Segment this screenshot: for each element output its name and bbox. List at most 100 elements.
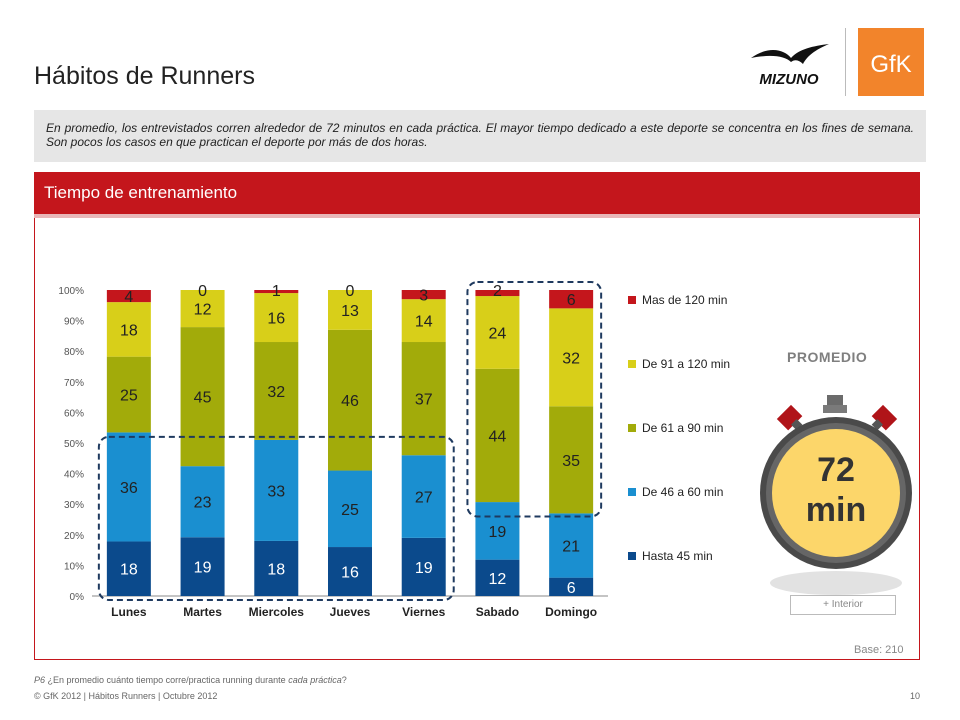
data-label: 3 — [419, 288, 428, 305]
x-tick-label: Lunes — [111, 605, 147, 619]
y-tick-label: 30% — [64, 500, 84, 511]
bar-segment — [549, 406, 594, 514]
legend-swatch — [628, 488, 636, 496]
legend-label: De 91 a 120 min — [642, 357, 730, 371]
data-label: 0 — [198, 283, 207, 300]
data-label: 35 — [562, 453, 580, 470]
bar-segment — [180, 466, 225, 538]
data-label: 18 — [120, 562, 138, 579]
y-tick-label: 40% — [64, 470, 84, 481]
data-label: 46 — [341, 393, 359, 410]
y-tick-label: 80% — [64, 347, 84, 358]
x-tick-label: Domingo — [545, 605, 597, 619]
bar-segment — [180, 290, 225, 328]
y-tick-label: 100% — [58, 286, 84, 297]
y-tick-label: 60% — [64, 408, 84, 419]
y-tick-label: 50% — [64, 439, 84, 450]
bar-segment — [328, 470, 372, 548]
y-tick-label: 20% — [64, 531, 84, 542]
data-label: 16 — [341, 565, 359, 582]
data-label: 19 — [489, 524, 507, 541]
bar-segment — [475, 290, 520, 297]
data-label: 32 — [562, 350, 580, 367]
data-label: 19 — [194, 560, 212, 577]
legend-swatch — [628, 424, 636, 432]
data-label: 18 — [267, 561, 285, 578]
data-label: 21 — [562, 539, 580, 556]
bar-segment — [475, 296, 520, 369]
data-label: 25 — [120, 388, 138, 405]
bar-segment — [106, 432, 151, 542]
data-label: 6 — [567, 580, 576, 597]
stopwatch-icon — [760, 395, 912, 595]
legend-label: De 46 a 60 min — [642, 485, 723, 499]
data-label: 33 — [267, 483, 285, 500]
bar-segment — [475, 368, 520, 503]
data-label: 27 — [415, 490, 433, 507]
bar-segment — [180, 537, 225, 596]
promedio-label: PROMEDIO — [787, 349, 868, 365]
banner-shadow — [34, 214, 920, 218]
x-tick-label: Viernes — [402, 605, 445, 619]
promedio-unit: min — [805, 491, 867, 529]
question-emphasis: cada práctica — [288, 675, 342, 685]
legend-swatch — [628, 296, 636, 304]
bar-segment — [549, 308, 594, 407]
data-label: 4 — [124, 289, 133, 306]
data-label: 45 — [194, 390, 212, 407]
highlight-box — [97, 435, 455, 601]
bar-segment — [254, 293, 299, 343]
x-tick-label: Jueves — [330, 605, 371, 619]
bar-segment — [106, 356, 151, 433]
mizuno-wordmark: MIZUNO — [759, 71, 818, 88]
intro-text: En promedio, los entrevistados corren al… — [34, 110, 926, 162]
bar-segment — [254, 439, 299, 541]
logo-divider — [845, 28, 846, 96]
question-code: P6 — [34, 675, 46, 685]
bar-segment — [475, 559, 520, 596]
y-tick-label: 10% — [64, 561, 84, 572]
bar-segment — [328, 329, 372, 471]
data-label: 12 — [489, 571, 507, 588]
mizuno-logo: MIZUNO — [751, 44, 829, 88]
interior-button[interactable]: + Interior — [790, 595, 896, 615]
data-label: 24 — [489, 325, 507, 342]
x-tick-label: Sabado — [476, 605, 519, 619]
legend-swatch — [628, 360, 636, 368]
bar-segment — [106, 290, 151, 303]
question-text: ¿En promedio cuánto tiempo corre/practic… — [47, 675, 286, 685]
bar-segment — [254, 290, 299, 294]
y-tick-label: 0% — [70, 592, 85, 603]
data-label: 44 — [489, 428, 507, 445]
data-label: 13 — [341, 303, 359, 320]
data-label: 23 — [194, 495, 212, 512]
bar-segment — [254, 540, 299, 596]
data-label: 37 — [415, 392, 433, 409]
bar-segment — [401, 299, 446, 343]
gfk-logo: GfK — [858, 28, 924, 96]
data-label: 16 — [267, 311, 285, 328]
question-end: ? — [341, 675, 347, 685]
section-title: Tiempo de entrenamiento — [44, 183, 238, 202]
bar-segment — [401, 290, 446, 300]
stacked-bar-chart: 0%10%20%30%40%50%60%70%80%90%100%1836251… — [58, 281, 730, 619]
bar-segment — [328, 290, 372, 330]
data-label: 6 — [567, 292, 576, 309]
y-tick-label: 90% — [64, 317, 84, 328]
highlight-box — [466, 281, 603, 518]
base-note: Base: 210 — [854, 644, 904, 656]
promedio-number: 72 — [817, 451, 855, 489]
bar-segment — [549, 577, 594, 596]
data-label: 32 — [267, 384, 285, 401]
bar-segment — [328, 547, 372, 596]
data-label: 1 — [272, 283, 281, 300]
data-label: 18 — [120, 322, 138, 339]
x-tick-label: Martes — [183, 605, 222, 619]
legend-swatch — [628, 552, 636, 560]
legend-label: Mas de 120 min — [642, 293, 727, 307]
data-label: 25 — [341, 502, 359, 519]
bar-segment — [475, 502, 520, 560]
copyright: © GfK 2012 | Hábitos Runners | Octubre 2… — [34, 691, 218, 701]
section-banner: Tiempo de entrenamiento — [34, 172, 920, 214]
bar-segment — [549, 290, 594, 309]
